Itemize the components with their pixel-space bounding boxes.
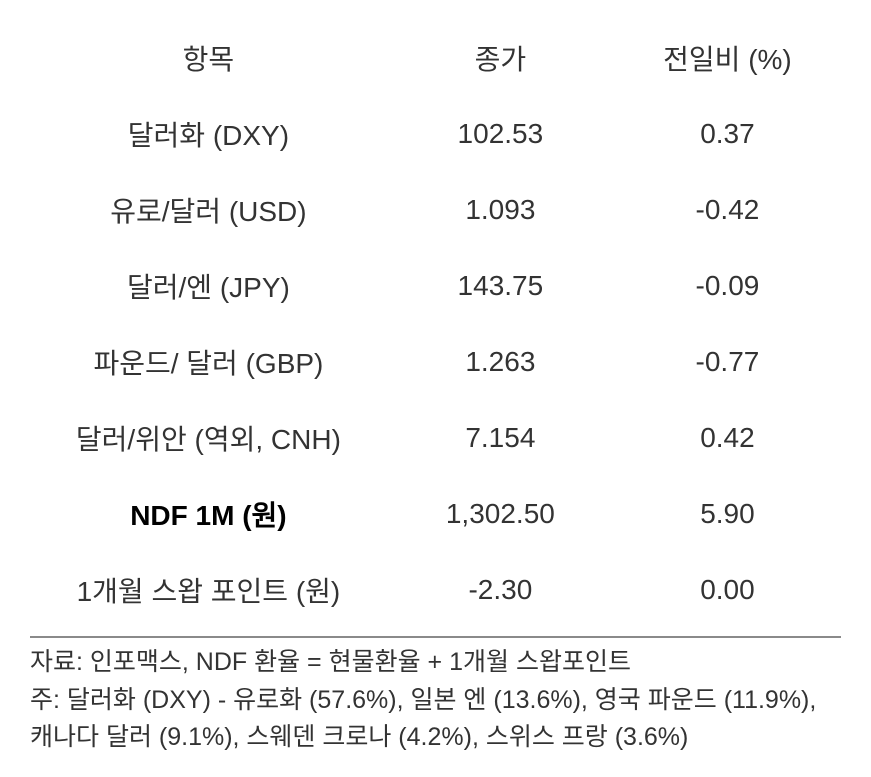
cell-change: -0.42 (614, 172, 841, 248)
cell-item: 달러/엔 (JPY) (30, 248, 387, 324)
cell-close: 1,302.50 (387, 476, 614, 552)
fx-rates-table: 항목 종가 전일비 (%) 달러화 (DXY) 102.53 0.37 유로/달… (30, 20, 841, 628)
table-row: 1개월 스왑 포인트 (원) -2.30 0.00 (30, 552, 841, 628)
cell-item: 파운드/ 달러 (GBP) (30, 324, 387, 400)
cell-close: 1.263 (387, 324, 614, 400)
cell-change: 0.00 (614, 552, 841, 628)
cell-close: 7.154 (387, 400, 614, 476)
footnote-note: 주: 달러화 (DXY) - 유로화 (57.6%), 일본 엔 (13.6%)… (30, 682, 841, 757)
cell-item: 유로/달러 (USD) (30, 172, 387, 248)
table-row: 달러/위안 (역외, CNH) 7.154 0.42 (30, 400, 841, 476)
header-item: 항목 (30, 20, 387, 96)
table-row: NDF 1M (원) 1,302.50 5.90 (30, 476, 841, 552)
header-change: 전일비 (%) (614, 20, 841, 96)
header-close: 종가 (387, 20, 614, 96)
footnote-source: 자료: 인포맥스, NDF 환율 = 현물환율 + 1개월 스왑포인트 (30, 644, 841, 682)
table-header-row: 항목 종가 전일비 (%) (30, 20, 841, 96)
table-row: 유로/달러 (USD) 1.093 -0.42 (30, 172, 841, 248)
cell-change: -0.77 (614, 324, 841, 400)
cell-item: NDF 1M (원) (30, 476, 387, 552)
table-row: 파운드/ 달러 (GBP) 1.263 -0.77 (30, 324, 841, 400)
table-row: 달러/엔 (JPY) 143.75 -0.09 (30, 248, 841, 324)
cell-close: 1.093 (387, 172, 614, 248)
cell-change: 0.42 (614, 400, 841, 476)
cell-change: 0.37 (614, 96, 841, 172)
table-row: 달러화 (DXY) 102.53 0.37 (30, 96, 841, 172)
cell-change: 5.90 (614, 476, 841, 552)
cell-item: 1개월 스왑 포인트 (원) (30, 552, 387, 628)
cell-close: 102.53 (387, 96, 614, 172)
section-divider (30, 636, 841, 638)
cell-close: 143.75 (387, 248, 614, 324)
cell-item: 달러화 (DXY) (30, 96, 387, 172)
cell-item: 달러/위안 (역외, CNH) (30, 400, 387, 476)
cell-close: -2.30 (387, 552, 614, 628)
cell-change: -0.09 (614, 248, 841, 324)
